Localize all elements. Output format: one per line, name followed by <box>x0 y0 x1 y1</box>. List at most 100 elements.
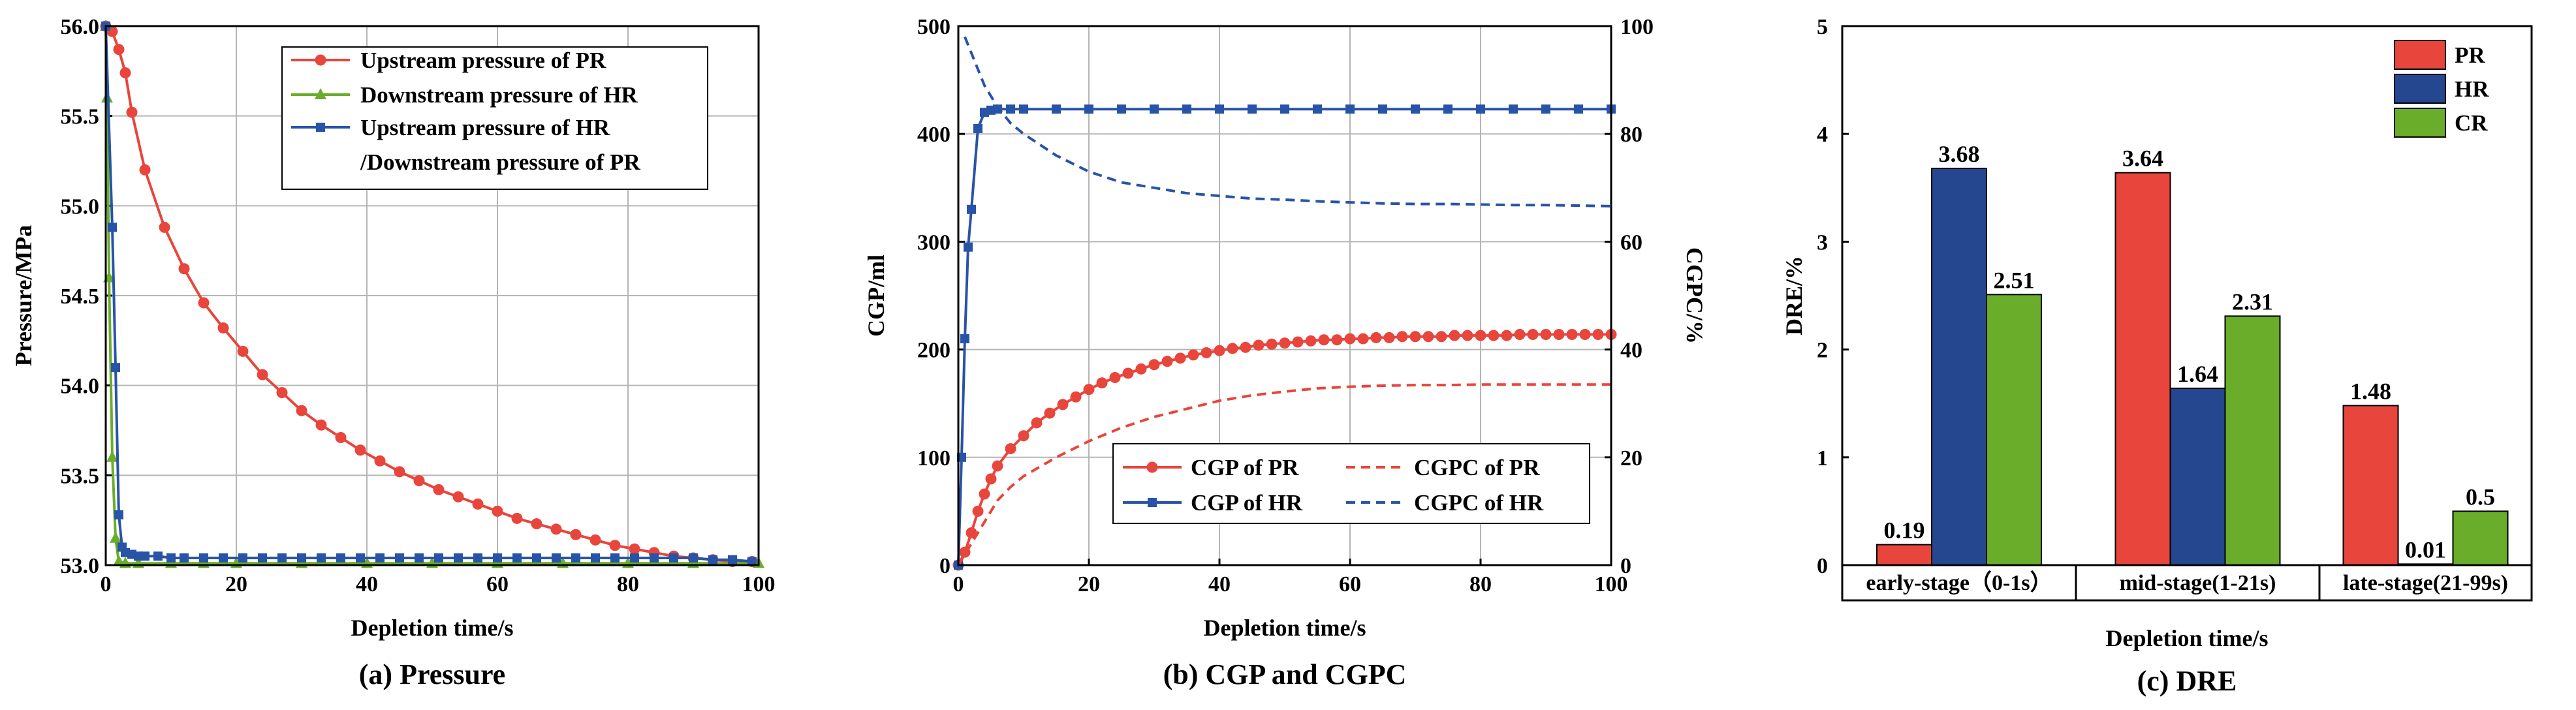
data-point-1 <box>1476 104 1485 114</box>
legend-marker <box>1146 461 1158 473</box>
data-point-0 <box>979 488 990 500</box>
data-point-1 <box>1117 104 1126 114</box>
data-point-2 <box>180 553 189 563</box>
bar-hr <box>2169 388 2226 566</box>
data-point-1 <box>1509 104 1518 114</box>
data-point-0 <box>1044 407 1056 419</box>
data-point-0 <box>985 473 997 485</box>
x-tick-label: 80 <box>1469 572 1492 596</box>
data-point-2 <box>669 553 678 563</box>
legend-label: CGPC of HR <box>1414 490 1544 516</box>
data-point-0 <box>1096 377 1108 389</box>
plot-frame <box>104 25 760 566</box>
y-tick-label: 54.5 <box>61 285 100 309</box>
bar-cr <box>1986 294 2042 566</box>
legend-label: PR <box>2455 42 2485 68</box>
data-point-2 <box>199 553 208 563</box>
legend-label: CGP of PR <box>1191 455 1299 480</box>
legend-label: HR <box>2455 76 2489 102</box>
data-point-2 <box>473 553 482 563</box>
data-point-0 <box>1409 331 1421 343</box>
legend-label: Upstream pressure of PR <box>360 48 606 73</box>
y-right-tick-label: 40 <box>1620 339 1642 363</box>
data-point-0 <box>1135 363 1147 375</box>
data-point-0 <box>315 419 327 431</box>
data-point-2 <box>317 553 326 563</box>
data-point-1 <box>964 242 973 252</box>
data-point-1 <box>1248 104 1257 114</box>
x-tick-label: 80 <box>617 572 639 596</box>
data-point-1 <box>1150 104 1159 114</box>
data-label: 0.5 <box>2466 484 2495 510</box>
data-point-2 <box>114 510 123 519</box>
legend-box <box>281 46 708 190</box>
data-point-0 <box>276 387 288 399</box>
data-point-2 <box>650 553 659 563</box>
data-point-1 <box>1215 104 1224 114</box>
data-point-0 <box>178 263 190 275</box>
legend: CGP of PR CGP of HR CGPC of PR CGPC of HR <box>1112 443 1590 524</box>
y-right-tick-label: 20 <box>1620 446 1642 471</box>
x-axis-title: Depletion time/s <box>2106 625 2269 651</box>
bar-cr <box>2224 315 2281 566</box>
data-point-2 <box>238 553 247 563</box>
y-tick-label: 53.0 <box>61 554 100 578</box>
data-point-2 <box>493 553 502 563</box>
data-point-0 <box>1422 331 1434 343</box>
y-tick-label: 500 <box>917 15 950 39</box>
data-point-1 <box>1052 104 1061 114</box>
series-line-3 <box>964 36 1612 208</box>
legend-swatch <box>2394 108 2446 138</box>
data-point-0 <box>1383 332 1395 343</box>
data-point-0 <box>1449 330 1460 341</box>
data-point-0 <box>1527 328 1539 340</box>
data-point-2 <box>258 553 267 563</box>
data-point-0 <box>1475 330 1486 341</box>
y-tick-label: 53.5 <box>61 464 100 488</box>
x-tick-label: 100 <box>742 572 776 596</box>
data-point-1 <box>1280 104 1289 114</box>
x-tick-label: 20 <box>1078 572 1100 596</box>
data-point-1 <box>1574 104 1583 114</box>
data-point-0 <box>126 106 138 118</box>
data-point-1 <box>1019 104 1028 114</box>
data-point-0 <box>217 322 229 334</box>
data-point-0 <box>992 460 1003 472</box>
data-point-2 <box>140 551 149 561</box>
data-point-2 <box>532 553 541 563</box>
x-tick-label: 60 <box>486 572 509 596</box>
x-tick-label: 40 <box>356 572 378 596</box>
data-point-0 <box>1031 417 1043 429</box>
chart-c-dre: 0 1 2 3 4 5 0.19 3.68 2.51 early-stage（0-1s） 3.64 1… <box>1781 15 2533 697</box>
data-point-2 <box>356 553 365 563</box>
data-point-0 <box>1318 334 1330 346</box>
data-point-0 <box>413 475 425 487</box>
data-point-0 <box>159 221 170 233</box>
data-point-0 <box>1357 333 1369 345</box>
data-point-0 <box>1161 356 1173 367</box>
bar-hr <box>1931 168 1987 566</box>
data-point-0 <box>511 512 523 524</box>
series-line-2 <box>957 383 1611 566</box>
data-point-2 <box>219 553 228 563</box>
data-point-0 <box>119 67 131 79</box>
data-point-0 <box>1174 352 1186 364</box>
data-point-0 <box>629 543 640 555</box>
legend-label: /Downstream pressure of PR <box>360 149 640 175</box>
y-tick-label: 55.0 <box>61 194 100 219</box>
legend-box <box>1112 443 1590 524</box>
data-point-1 <box>1006 104 1015 114</box>
data-point-1 <box>960 334 969 344</box>
data-point-0 <box>1370 332 1382 343</box>
data-point-0 <box>1501 330 1513 341</box>
data-label: 2.31 <box>2232 288 2273 315</box>
data-point-2 <box>277 553 287 563</box>
bar-pr <box>2114 172 2171 566</box>
data-point-0 <box>1201 347 1212 359</box>
data-point-0 <box>113 44 125 55</box>
data-point-0 <box>354 444 366 456</box>
data-point-1 <box>106 450 118 462</box>
legend-label: Downstream pressure of HR <box>360 82 638 108</box>
x-tick-label: 0 <box>101 572 112 596</box>
data-label: 3.68 <box>1939 141 1980 167</box>
